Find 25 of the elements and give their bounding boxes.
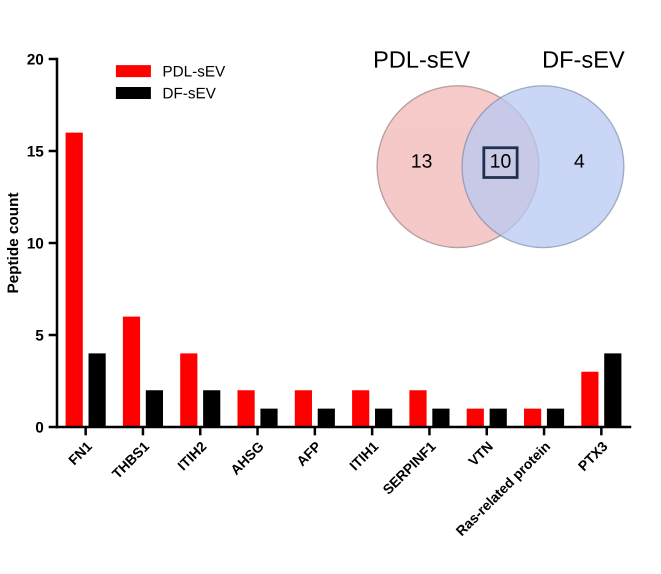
bar <box>122 316 140 427</box>
legend-label: PDL-sEV <box>164 66 226 77</box>
bar <box>66 132 83 427</box>
bar <box>524 408 542 427</box>
y-tick-label: 15 <box>28 146 44 157</box>
bar <box>180 353 198 427</box>
y-tick-label: 10 <box>28 238 44 249</box>
bar <box>466 408 484 427</box>
bar <box>409 390 427 427</box>
bar <box>581 372 598 427</box>
bar <box>237 390 255 427</box>
legend-label: DF-sEV <box>164 88 216 98</box>
x-tick-label: VTN <box>468 441 494 467</box>
y-tick-label: 0 <box>36 422 44 433</box>
bar <box>352 390 370 427</box>
y-tick-label: 5 <box>36 330 44 341</box>
y-axis-title: Peptide count <box>7 192 22 292</box>
annotation: DF-sEV <box>544 51 625 68</box>
annotation: PDL-sEV <box>375 51 470 68</box>
annotation: 10 <box>491 154 511 168</box>
x-tick-label: FN1 <box>68 440 92 466</box>
annotation: 13 <box>412 154 432 168</box>
y-tick-label: 20 <box>27 54 44 65</box>
bar <box>294 390 312 427</box>
annotation: 4 <box>574 154 584 168</box>
